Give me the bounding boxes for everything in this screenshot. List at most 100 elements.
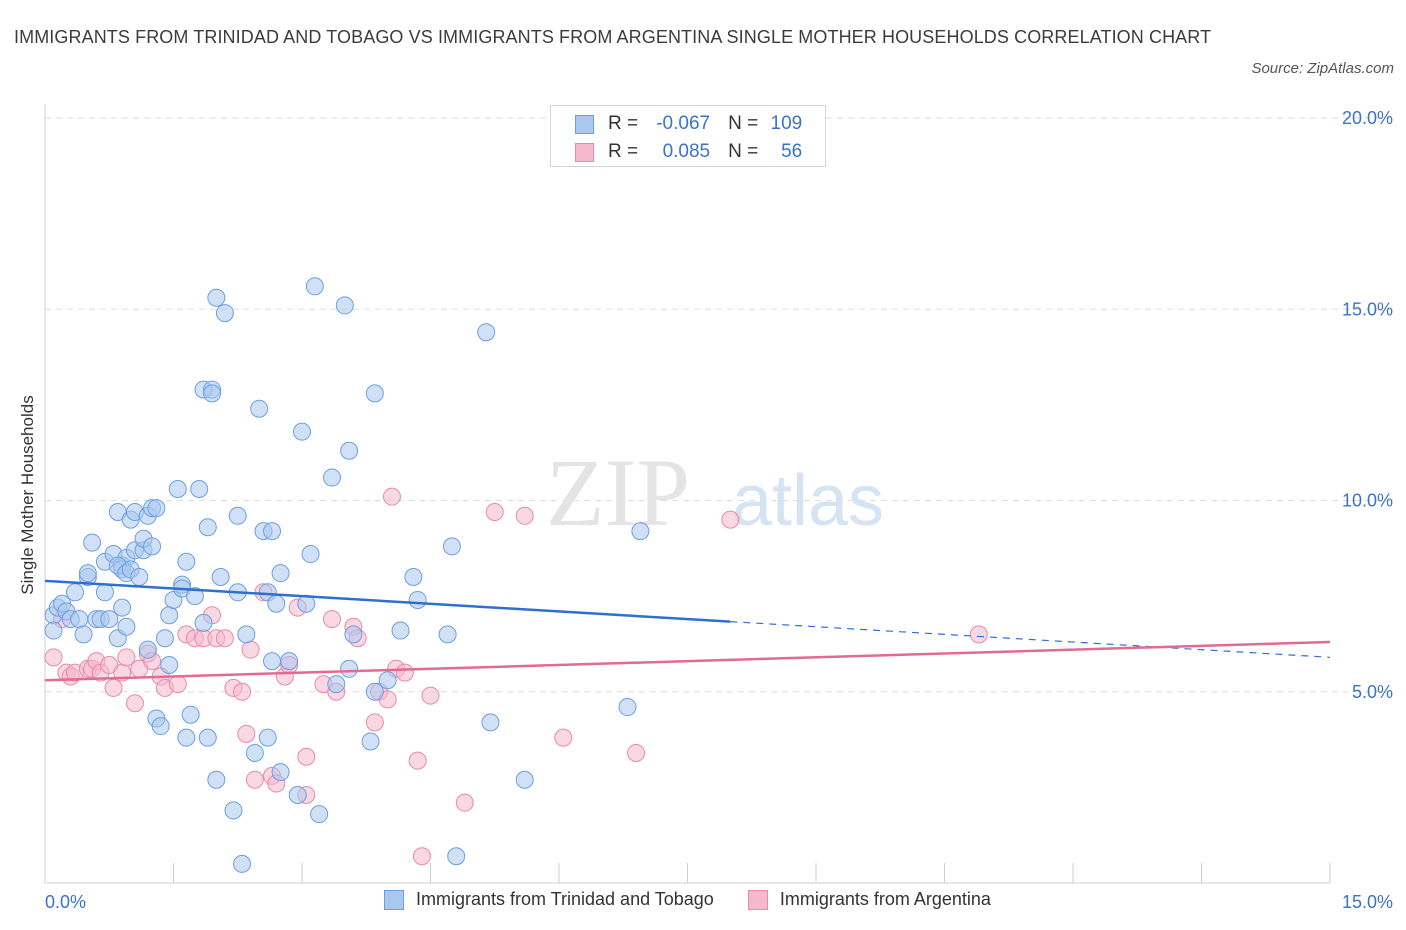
axes <box>44 104 1331 884</box>
trinidad-point <box>70 610 89 629</box>
trinidad-point <box>477 323 496 342</box>
trinidad-point <box>83 533 102 552</box>
legend-n-value: 56 <box>781 141 803 162</box>
series-legend-trinidad[interactable]: Immigrants from Trinidad and Tobago <box>384 889 714 910</box>
trinidad-point <box>442 537 461 556</box>
legend-swatch-blue <box>575 114 594 134</box>
x-tick-label: 15.0% <box>1342 892 1393 912</box>
legend-row-argentina: R = 0.085 N = 56 <box>575 140 802 164</box>
trinidad-point <box>95 583 114 602</box>
trinidad-point <box>168 480 187 499</box>
argentina-point <box>627 743 646 762</box>
trinidad-point <box>631 522 650 541</box>
trinidad-point <box>65 583 84 602</box>
trinidad-point <box>181 705 200 724</box>
y-tick-label: 5.0% <box>1352 682 1393 702</box>
trinidad-point <box>335 296 354 315</box>
trinidad-point <box>344 625 363 644</box>
argentina-point <box>168 675 187 694</box>
argentina-point <box>382 487 401 506</box>
series-label-argentina: Immigrants from Argentina <box>779 889 991 909</box>
trinidad-point <box>177 552 196 571</box>
argentina-point <box>215 629 234 648</box>
legend-r-value: -0.067 <box>656 113 711 134</box>
series-legend-argentina[interactable]: Immigrants from Argentina <box>747 889 991 910</box>
chart-title: IMMIGRANTS FROM TRINIDAD AND TOBAGO VS I… <box>14 27 1212 47</box>
stats-legend: R = -0.067 N = 109 R = 0.085 N = 56 <box>550 105 826 167</box>
trinidad-point <box>271 564 290 583</box>
trinidad-point <box>177 728 196 747</box>
argentina-point <box>237 724 256 743</box>
trinidad-point <box>233 854 252 873</box>
series-legend: Immigrants from Trinidad and Tobago Immi… <box>384 889 1025 910</box>
trinidad-point <box>113 598 132 617</box>
trinidad-point <box>228 506 247 525</box>
legend-swatch-pink <box>575 142 594 162</box>
trinidad-point <box>147 499 166 518</box>
trinidad-point <box>194 613 213 632</box>
trinidad-point <box>211 568 230 586</box>
x-tick-label: 0.0% <box>45 892 86 912</box>
trinidad-point <box>515 770 534 789</box>
argentina-point <box>515 506 534 525</box>
trinidad-point <box>438 625 457 644</box>
trinidad-point <box>100 610 119 629</box>
argentina-point <box>245 770 264 789</box>
trinidad-point <box>207 770 226 789</box>
trinidad-point <box>340 441 359 460</box>
trinidad-point <box>74 625 93 644</box>
watermark-atlas: atlas <box>732 461 884 541</box>
argentina-point <box>485 502 504 521</box>
legend-r-label: R = <box>608 113 639 134</box>
trinidad-point <box>78 564 97 583</box>
trinidad-point <box>305 277 324 296</box>
argentina-point <box>44 648 63 667</box>
trinidad-point <box>340 659 359 678</box>
trinidad-point <box>618 698 637 717</box>
trinidad-point <box>365 682 384 701</box>
argentina-point <box>322 610 341 629</box>
argentina-point <box>421 686 440 705</box>
trinidad-point <box>138 640 157 659</box>
trinidad-point <box>215 304 234 323</box>
argentina-point <box>241 640 260 659</box>
trinidad-points <box>44 277 650 873</box>
trinidad-point <box>481 713 500 732</box>
trinidad-point <box>250 399 269 418</box>
watermark: ZIP atlas <box>546 439 884 546</box>
trinidad-point <box>263 522 282 541</box>
trinidad-trend-extension <box>730 621 1331 658</box>
trinidad-point <box>203 384 222 403</box>
trinidad-point <box>391 621 410 640</box>
grid-lines <box>45 117 1390 693</box>
argentina-point <box>412 847 431 866</box>
legend-r-value: 0.085 <box>662 141 711 162</box>
trinidad-point <box>151 717 170 736</box>
argentina-point <box>297 747 316 766</box>
trinidad-point <box>237 625 256 644</box>
trinidad-point <box>258 728 277 747</box>
trinidad-point <box>271 763 290 782</box>
source-note: Source: ZipAtlas.com <box>1251 60 1394 77</box>
trinidad-point <box>280 652 299 671</box>
trinidad-point <box>378 671 397 690</box>
trinidad-point <box>245 743 264 762</box>
trinidad-point <box>327 675 346 694</box>
legend-n-label: N = <box>728 141 759 162</box>
trinidad-point <box>207 288 226 307</box>
y-tick-label: 15.0% <box>1342 299 1393 319</box>
trinidad-point <box>160 606 179 625</box>
trinidad-point <box>263 652 282 671</box>
trinidad-point <box>224 801 243 820</box>
tick-labels: 5.0% 10.0% 15.0% 20.0% 0.0% 15.0% <box>45 108 1393 912</box>
trinidad-point <box>267 594 286 613</box>
argentina-point <box>125 694 144 713</box>
trinidad-point <box>322 468 341 487</box>
trinidad-point <box>288 786 307 805</box>
trinidad-point <box>404 568 423 586</box>
legend-n-label: N = <box>728 113 759 134</box>
trinidad-point <box>310 805 329 824</box>
argentina-point <box>455 793 474 812</box>
argentina-point <box>365 713 384 732</box>
